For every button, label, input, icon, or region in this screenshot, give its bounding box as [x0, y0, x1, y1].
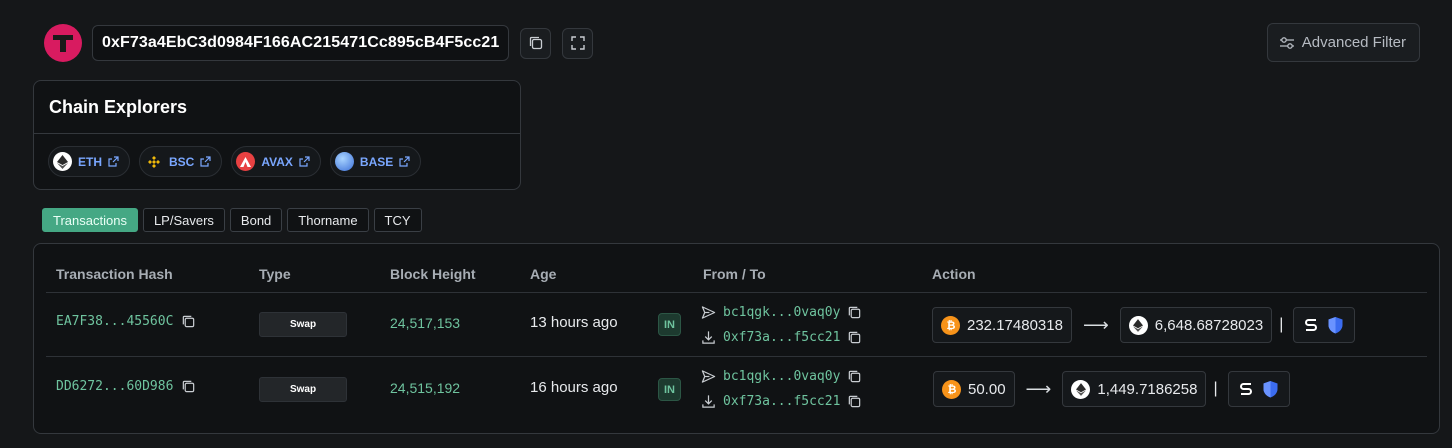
type-badge: Swap — [259, 312, 347, 337]
output-amount-box: 1,449.7186258 — [1062, 371, 1207, 407]
address-header: 0xF73a4EbC3d0984F166AC215471Cc895cB4F5cc… — [44, 24, 594, 62]
copy-icon — [529, 36, 543, 50]
transaction-hash-link[interactable]: DD6272...60D986 — [56, 379, 174, 394]
action-separator: | — [1213, 380, 1218, 397]
send-icon — [701, 369, 716, 383]
receive-icon — [702, 330, 715, 344]
copy-icon[interactable] — [847, 369, 862, 384]
chain-label: BSC — [169, 154, 195, 169]
chain-explorer-list: ETH BSC AVAX BASE — [34, 134, 520, 177]
block-height-link[interactable]: 24,515,192 — [390, 380, 461, 396]
copy-icon[interactable] — [181, 379, 196, 394]
external-link-icon — [108, 156, 119, 167]
column-header-block-height: Block Height — [390, 266, 476, 282]
bitcoin-icon: ₿ — [941, 315, 960, 335]
external-link-icon — [399, 156, 410, 167]
from-address-link[interactable]: bc1qgk...0vaq0y — [723, 368, 841, 384]
chain-label: ETH — [78, 154, 102, 169]
thorswap-s-icon[interactable] — [1304, 318, 1318, 332]
table-row: DD6272...60D986 Swap 24,515,192 16 hours… — [46, 357, 1427, 421]
wallet-address[interactable]: 0xF73a4EbC3d0984F166AC215471Cc895cB4F5cc… — [92, 25, 510, 61]
column-header-from-to: From / To — [703, 266, 766, 282]
column-header-hash: Transaction Hash — [56, 266, 173, 282]
shield-icon[interactable] — [1327, 316, 1344, 334]
input-amount-box: ₿ 50.00 — [933, 371, 1015, 407]
to-address-link[interactable]: 0xf73a...f5cc21 — [723, 329, 841, 345]
direction-badge: IN — [658, 378, 681, 401]
protocol-icons-box — [1293, 307, 1356, 343]
send-icon — [701, 305, 716, 319]
transaction-hash-link[interactable]: EA7F38...45560C — [56, 314, 174, 329]
ethereum-icon — [1071, 379, 1091, 399]
chain-explorers-title: Chain Explorers — [34, 81, 520, 134]
advanced-filter-label: Advanced Filter — [1301, 34, 1406, 51]
header-divider — [46, 292, 1427, 293]
action-separator: | — [1279, 316, 1284, 333]
copy-icon[interactable] — [847, 305, 862, 320]
fullscreen-icon — [571, 36, 585, 50]
copy-address-button[interactable] — [520, 27, 552, 59]
svg-text:₿: ₿ — [946, 319, 955, 331]
thorswap-s-icon[interactable] — [1239, 382, 1253, 396]
chain-link-avax[interactable]: AVAX — [231, 146, 321, 177]
expand-button[interactable] — [562, 27, 594, 59]
external-link-icon — [200, 156, 211, 167]
copy-icon[interactable] — [181, 314, 196, 329]
arrow-right-icon: ⟶ — [1025, 378, 1052, 399]
tab-tcy[interactable]: TCY — [373, 208, 422, 232]
chain-explorers-card: Chain Explorers ETH BSC AVAX BASE — [33, 80, 521, 190]
input-amount-box: ₿ 232.17480318 — [932, 307, 1072, 343]
input-amount: 50.00 — [968, 380, 1006, 398]
age-text: 16 hours ago — [530, 379, 618, 396]
tab-transactions[interactable]: Transactions — [42, 208, 138, 232]
direction-badge: IN — [658, 313, 681, 336]
filter-sliders-icon — [1279, 36, 1294, 49]
block-height-link[interactable]: 24,517,153 — [390, 315, 461, 331]
shield-icon[interactable] — [1262, 380, 1279, 398]
chain-label: AVAX — [261, 154, 293, 169]
chain-link-base[interactable]: BASE — [329, 146, 422, 177]
external-link-icon — [299, 156, 310, 167]
bitcoin-icon: ₿ — [942, 379, 961, 399]
input-amount: 232.17480318 — [967, 316, 1063, 334]
protocol-icons-box — [1227, 371, 1290, 407]
age-text: 13 hours ago — [530, 314, 618, 331]
chain-link-bsc[interactable]: BSC — [139, 146, 223, 177]
output-amount: 1,449.7186258 — [1097, 380, 1198, 398]
column-header-age: Age — [530, 266, 557, 282]
table-row: EA7F38...45560C Swap 24,517,153 13 hours… — [46, 293, 1427, 357]
type-badge: Swap — [259, 377, 347, 402]
copy-icon[interactable] — [847, 330, 862, 345]
copy-icon[interactable] — [847, 394, 862, 409]
receive-icon — [702, 394, 715, 408]
tab-lp-savers[interactable]: LP/Savers — [142, 208, 225, 232]
output-amount-box: 6,648.68728023 — [1119, 307, 1273, 343]
tab-thorname[interactable]: Thorname — [287, 208, 369, 232]
chain-link-eth[interactable]: ETH — [48, 146, 130, 177]
avalanche-icon — [236, 152, 256, 171]
transactions-table: Transaction Hash Type Block Height Age F… — [33, 243, 1440, 434]
svg-text:₿: ₿ — [947, 383, 956, 395]
ethereum-icon — [1128, 315, 1148, 335]
base-icon — [334, 152, 354, 171]
to-address-link[interactable]: 0xf73a...f5cc21 — [723, 393, 841, 409]
advanced-filter-button[interactable]: Advanced Filter — [1266, 23, 1420, 62]
output-amount: 6,648.68728023 — [1154, 316, 1264, 334]
tab-bond[interactable]: Bond — [229, 208, 283, 232]
row-divider — [46, 356, 1427, 357]
arrow-right-icon: ⟶ — [1082, 314, 1109, 335]
bnb-icon — [144, 152, 163, 171]
thorchain-avatar-icon — [44, 24, 82, 62]
column-header-action: Action — [932, 266, 976, 282]
transaction-tabs: Transactions LP/Savers Bond Thorname TCY — [42, 208, 422, 232]
from-address-link[interactable]: bc1qgk...0vaq0y — [723, 304, 841, 320]
ethereum-icon — [53, 152, 72, 171]
column-header-type: Type — [259, 266, 291, 282]
chain-label: BASE — [359, 154, 394, 169]
